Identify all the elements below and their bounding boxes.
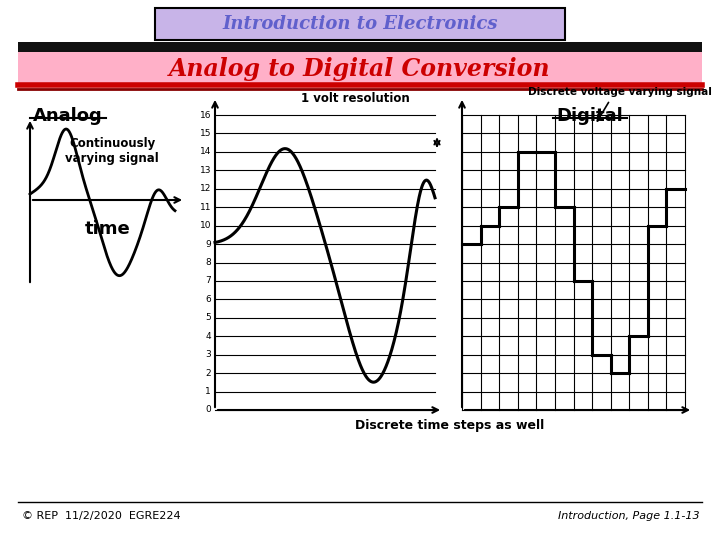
Text: Continuously
varying signal: Continuously varying signal bbox=[65, 137, 159, 165]
Text: 15: 15 bbox=[199, 129, 211, 138]
Text: 6: 6 bbox=[205, 295, 211, 304]
Text: 3: 3 bbox=[205, 350, 211, 359]
Text: 1: 1 bbox=[205, 387, 211, 396]
Text: 13: 13 bbox=[199, 166, 211, 175]
Text: 11: 11 bbox=[199, 202, 211, 212]
Text: 0: 0 bbox=[205, 406, 211, 415]
Text: Analog to Digital Conversion: Analog to Digital Conversion bbox=[169, 57, 551, 81]
Text: Analog: Analog bbox=[33, 107, 103, 125]
Text: 8: 8 bbox=[205, 258, 211, 267]
Text: time: time bbox=[85, 220, 131, 238]
Text: Discrete time steps as well: Discrete time steps as well bbox=[356, 418, 544, 431]
Text: Introduction, Page 1.1-13: Introduction, Page 1.1-13 bbox=[559, 511, 700, 521]
Bar bbox=[155, 8, 565, 40]
Text: 16: 16 bbox=[199, 111, 211, 119]
Text: 4: 4 bbox=[205, 332, 211, 341]
Text: Discrete voltage varying signal: Discrete voltage varying signal bbox=[528, 87, 712, 97]
Text: 7: 7 bbox=[205, 276, 211, 286]
Text: 5: 5 bbox=[205, 313, 211, 322]
Text: Digital: Digital bbox=[557, 107, 624, 125]
Text: 14: 14 bbox=[199, 147, 211, 157]
Text: 2: 2 bbox=[205, 369, 211, 377]
Bar bbox=[18, 52, 702, 85]
Text: Introduction to Electronics: Introduction to Electronics bbox=[222, 15, 498, 33]
Text: 10: 10 bbox=[199, 221, 211, 230]
Bar bbox=[18, 42, 702, 52]
Text: © REP  11/2/2020  EGRE224: © REP 11/2/2020 EGRE224 bbox=[22, 511, 181, 521]
Text: 9: 9 bbox=[205, 240, 211, 248]
Text: 12: 12 bbox=[199, 184, 211, 193]
Text: 1 volt resolution: 1 volt resolution bbox=[301, 92, 410, 105]
